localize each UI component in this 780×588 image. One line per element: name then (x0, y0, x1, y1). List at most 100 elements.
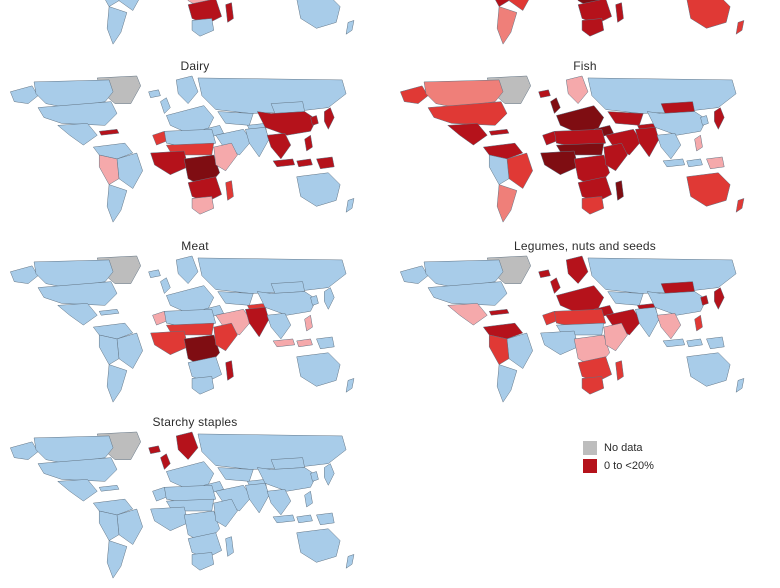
region-iceland (148, 269, 161, 278)
region-uk (160, 453, 171, 470)
legend-label-no-data: No data (604, 442, 643, 454)
map-panel-starchy: Starchy staples (0, 414, 390, 588)
region-australia (296, 0, 341, 29)
map-title-meat: Meat (181, 239, 209, 253)
region-southern-africa (577, 176, 612, 203)
region-russia (587, 77, 737, 114)
region-southern-cone (106, 364, 128, 403)
region-andes (105, 0, 120, 7)
map-title-fish: Fish (573, 59, 597, 73)
region-india (635, 127, 660, 158)
region-new-zealand (735, 20, 745, 35)
region-australia (296, 528, 341, 563)
region-new-zealand (345, 378, 355, 393)
region-south-america-north (483, 322, 524, 340)
region-madagascar (225, 2, 234, 23)
region-china (646, 291, 707, 316)
region-india (245, 307, 270, 338)
region-caribbean (98, 129, 120, 136)
region-scandinavia (175, 431, 199, 460)
region-korea (310, 115, 319, 126)
world-map-svg (105, 0, 355, 45)
region-new-guinea (316, 156, 335, 170)
region-morocco (152, 487, 167, 502)
region-australia (686, 172, 731, 207)
region-south-africa (191, 376, 215, 395)
region-usa (37, 281, 118, 306)
region-scandinavia (175, 75, 199, 104)
region-madagascar (225, 360, 234, 381)
map-title-dairy: Dairy (180, 59, 210, 73)
region-central-asia (607, 291, 644, 306)
region-brazil (118, 0, 139, 11)
map-panel-legumes: Legumes, nuts and seeds (390, 238, 780, 412)
region-india (245, 483, 270, 514)
region-new-guinea (706, 336, 725, 350)
region-russia (197, 77, 347, 114)
region-alaska (10, 265, 39, 284)
region-india (635, 307, 660, 338)
region-japan (324, 107, 335, 130)
region-uk (550, 97, 561, 114)
region-south-america-north (483, 142, 524, 160)
world-map-svg (400, 255, 745, 403)
region-andes (488, 334, 510, 365)
world-map (390, 0, 780, 55)
legend-swatch-no-data (583, 441, 597, 455)
world-map (390, 74, 780, 232)
region-southern-cone (496, 184, 518, 223)
world-map (0, 0, 390, 55)
region-australia (686, 0, 731, 29)
region-uk (160, 277, 171, 294)
region-caribbean (488, 309, 510, 316)
region-alaska (400, 85, 429, 104)
region-mexico (447, 123, 488, 146)
region-caribbean (98, 309, 120, 316)
region-southern-cone (106, 6, 128, 45)
region-west-africa (150, 330, 189, 355)
region-philippines (304, 490, 313, 508)
region-australia (296, 352, 341, 387)
world-map (390, 254, 780, 412)
region-mexico (447, 303, 488, 326)
world-map (0, 430, 390, 588)
map-panel-top-left (0, 0, 390, 55)
region-russia (587, 257, 737, 294)
region-brazil (116, 152, 143, 189)
region-korea (700, 115, 709, 126)
region-new-zealand (345, 554, 355, 569)
region-australia (686, 352, 731, 387)
region-south-africa (581, 376, 605, 395)
region-south-africa (581, 196, 605, 215)
legend: No data 0 to <20% (583, 441, 654, 473)
region-se-asia (656, 133, 682, 160)
region-madagascar (615, 2, 624, 23)
map-row-dairy-fish: Dairy (0, 58, 780, 232)
region-southern-cone (106, 540, 128, 579)
region-southern-cone (496, 6, 518, 45)
region-east-africa (213, 142, 238, 172)
region-morocco (152, 131, 167, 146)
region-caribbean (98, 485, 120, 492)
region-central-asia (217, 111, 254, 126)
region-southern-cone (496, 364, 518, 403)
region-new-zealand (345, 198, 355, 213)
map-panel-top-right (390, 0, 780, 55)
region-brazil (116, 332, 143, 369)
map-panel-fish: Fish (390, 58, 780, 232)
region-new-zealand (345, 20, 355, 35)
region-usa (37, 101, 118, 126)
region-brazil (116, 508, 143, 545)
legend-label-0-20: 0 to <20% (604, 460, 654, 472)
region-alaska (400, 265, 429, 284)
region-morocco (542, 311, 557, 326)
map-row-cropped-top (0, 0, 780, 55)
region-south-africa (191, 196, 215, 215)
region-scandinavia (175, 255, 199, 284)
region-central-asia (607, 111, 644, 126)
region-iceland (538, 89, 551, 98)
region-scandinavia (565, 255, 589, 284)
region-andes (495, 0, 510, 7)
region-andes (98, 154, 120, 185)
